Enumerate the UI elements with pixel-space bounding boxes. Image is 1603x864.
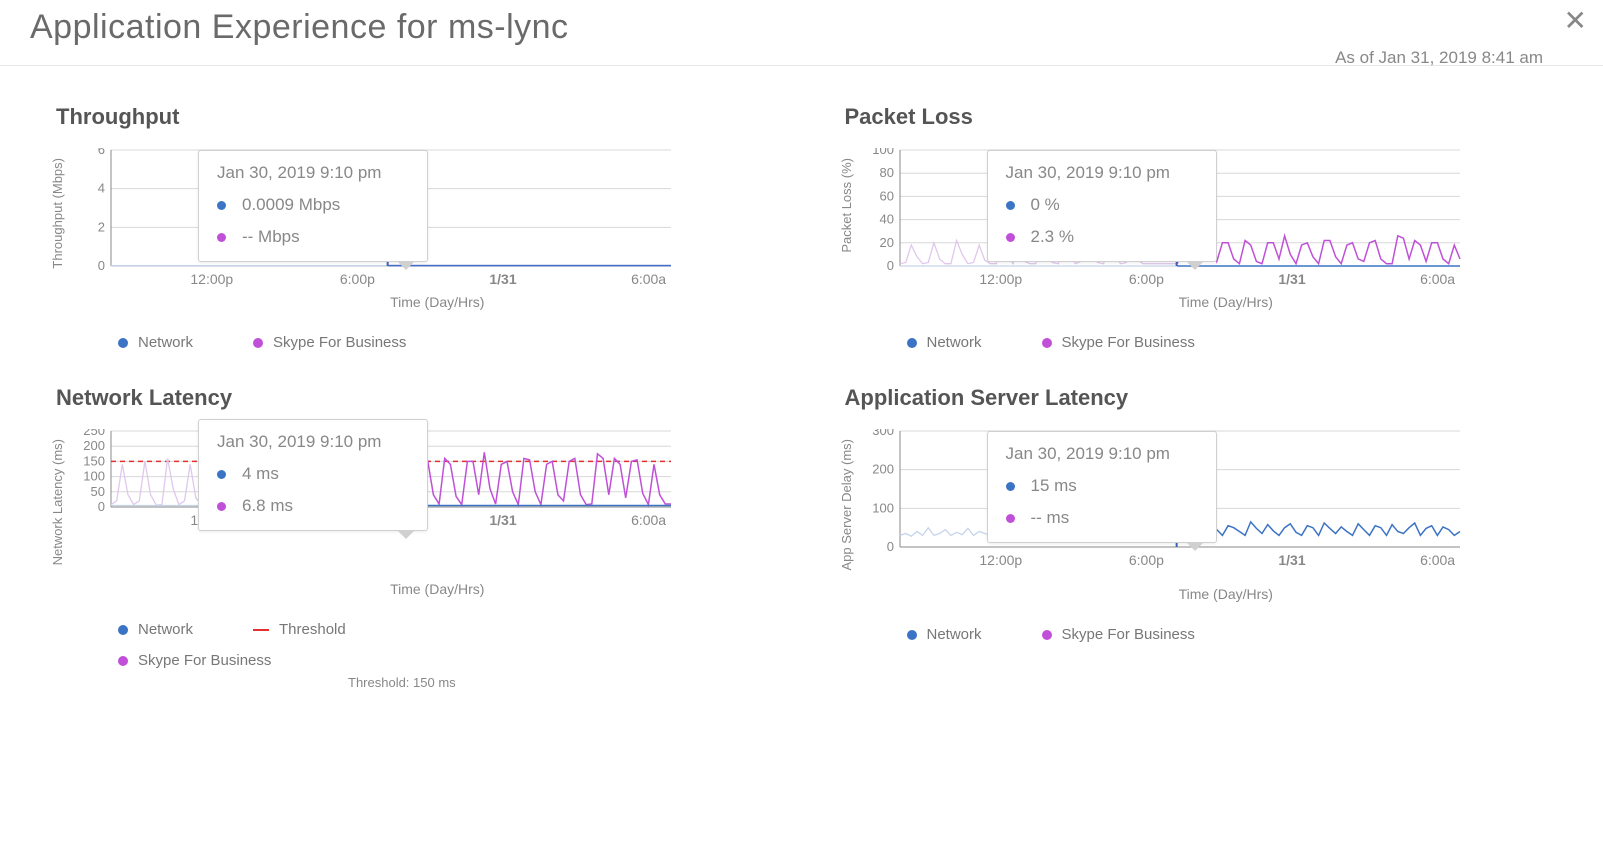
legend-network[interactable]: Network: [118, 334, 193, 351]
svg-text:100: 100: [872, 148, 894, 157]
svg-text:200: 200: [83, 438, 105, 453]
legend-network[interactable]: Network: [118, 621, 193, 638]
tooltip-skype-val: 6.8 ms: [242, 496, 293, 516]
svg-text:6:00p: 6:00p: [1128, 552, 1163, 568]
tooltip-skype-val: 2.3 %: [1031, 227, 1074, 247]
packet-loss-title: Packet Loss: [845, 104, 1556, 130]
tooltip-skype-dot: [217, 233, 226, 242]
packet-loss-ylabel: Packet Loss (%): [837, 148, 856, 263]
tooltip-network-val: 15 ms: [1031, 476, 1077, 496]
tooltip-time: Jan 30, 2019 9:10 pm: [1006, 163, 1198, 183]
network-latency-legend: Network Threshold Skype For Business: [118, 621, 767, 683]
network-latency-title: Network Latency: [56, 385, 767, 411]
svg-text:1/31: 1/31: [1278, 271, 1305, 287]
svg-text:0: 0: [98, 499, 105, 514]
svg-text:6:00a: 6:00a: [631, 271, 666, 287]
network-latency-cell: Network Latency Network Latency (ms) 050…: [48, 385, 767, 690]
throughput-cell: Throughput Throughput (Mbps) 0 2 4 6 12:00p 6…: [48, 104, 767, 365]
page-title: Application Experience for ms-lync: [30, 8, 1573, 47]
svg-text:12:00p: 12:00p: [979, 271, 1022, 287]
svg-text:2: 2: [98, 219, 105, 234]
close-icon[interactable]: ✕: [1564, 4, 1587, 37]
legend-network[interactable]: Network: [907, 334, 982, 351]
svg-text:12:00p: 12:00p: [979, 552, 1022, 568]
threshold-note: Threshold: 150 ms: [348, 675, 767, 690]
tooltip-network-val: 4 ms: [242, 464, 279, 484]
tooltip-network-dot: [217, 470, 226, 479]
tooltip-network-val: 0.0009 Mbps: [242, 195, 340, 215]
charts-grid: Throughput Throughput (Mbps) 0 2 4 6 12:00p 6…: [0, 66, 1603, 710]
throughput-xlabel: Time (Day/Hrs): [108, 294, 767, 310]
app-latency-tooltip: Jan 30, 2019 9:10 pm 15 ms -- ms: [987, 431, 1217, 543]
network-latency-xlabel: Time (Day/Hrs): [108, 581, 767, 597]
svg-text:200: 200: [872, 462, 894, 477]
packet-loss-legend: Network Skype For Business: [907, 334, 1556, 365]
svg-text:80: 80: [879, 165, 893, 180]
packet-loss-tooltip: Jan 30, 2019 9:10 pm 0 % 2.3 %: [987, 150, 1217, 262]
svg-text:6:00p: 6:00p: [340, 271, 375, 287]
throughput-tooltip: Jan 30, 2019 9:10 pm 0.0009 Mbps -- Mbps: [198, 150, 428, 262]
page-header: Application Experience for ms-lync As of…: [0, 0, 1603, 66]
svg-text:60: 60: [879, 188, 893, 203]
svg-text:100: 100: [872, 500, 894, 515]
svg-text:0: 0: [886, 539, 893, 554]
tooltip-skype-val: -- ms: [1031, 508, 1070, 528]
tooltip-network-val: 0 %: [1031, 195, 1060, 215]
svg-text:0: 0: [886, 258, 893, 273]
svg-text:12:00p: 12:00p: [190, 271, 233, 287]
svg-text:4: 4: [98, 181, 105, 196]
legend-skype[interactable]: Skype For Business: [1042, 334, 1195, 351]
tooltip-skype-dot: [1006, 233, 1015, 242]
throughput-ylabel: Throughput (Mbps): [48, 148, 67, 279]
tooltip-time: Jan 30, 2019 9:10 pm: [1006, 444, 1198, 464]
tooltip-time: Jan 30, 2019 9:10 pm: [217, 432, 409, 452]
legend-skype[interactable]: Skype For Business: [1042, 626, 1195, 643]
tooltip-skype-val: -- Mbps: [242, 227, 300, 247]
tooltip-skype-dot: [217, 502, 226, 511]
app-latency-legend: Network Skype For Business: [907, 626, 1556, 657]
app-latency-cell: Application Server Latency App Server De…: [837, 385, 1556, 690]
svg-text:250: 250: [83, 429, 105, 438]
svg-text:20: 20: [879, 235, 893, 250]
svg-text:1/31: 1/31: [489, 271, 516, 287]
throughput-legend: Network Skype For Business: [118, 334, 767, 365]
legend-network[interactable]: Network: [907, 626, 982, 643]
app-latency-title: Application Server Latency: [845, 385, 1556, 411]
app-latency-xlabel: Time (Day/Hrs): [897, 586, 1556, 602]
legend-threshold[interactable]: Threshold: [253, 621, 346, 638]
network-latency-ylabel: Network Latency (ms): [48, 429, 67, 575]
svg-text:100: 100: [83, 469, 105, 484]
svg-text:6:00p: 6:00p: [1128, 271, 1163, 287]
tooltip-network-dot: [1006, 201, 1015, 210]
svg-text:50: 50: [91, 484, 105, 499]
timestamp: As of Jan 31, 2019 8:41 am: [1335, 48, 1543, 68]
svg-text:6:00a: 6:00a: [1420, 271, 1455, 287]
svg-text:6: 6: [98, 148, 105, 157]
tooltip-network-dot: [217, 201, 226, 210]
throughput-title: Throughput: [56, 104, 767, 130]
network-latency-tooltip: Jan 30, 2019 9:10 pm 4 ms 6.8 ms: [198, 419, 428, 531]
legend-skype[interactable]: Skype For Business: [253, 334, 406, 351]
svg-text:150: 150: [83, 453, 105, 468]
svg-text:6:00a: 6:00a: [631, 512, 666, 528]
tooltip-time: Jan 30, 2019 9:10 pm: [217, 163, 409, 183]
app-latency-ylabel: App Server Delay (ms): [837, 429, 856, 580]
svg-text:300: 300: [872, 429, 894, 438]
svg-text:6:00a: 6:00a: [1420, 552, 1455, 568]
svg-text:40: 40: [879, 212, 893, 227]
tooltip-skype-dot: [1006, 514, 1015, 523]
tooltip-network-dot: [1006, 482, 1015, 491]
packet-loss-xlabel: Time (Day/Hrs): [897, 294, 1556, 310]
svg-text:1/31: 1/31: [489, 512, 516, 528]
packet-loss-cell: Packet Loss Packet Loss (%) 0 20 40 60 80 100…: [837, 104, 1556, 365]
legend-skype[interactable]: Skype For Business: [118, 652, 271, 669]
svg-text:1/31: 1/31: [1278, 552, 1305, 568]
svg-text:0: 0: [98, 258, 105, 273]
